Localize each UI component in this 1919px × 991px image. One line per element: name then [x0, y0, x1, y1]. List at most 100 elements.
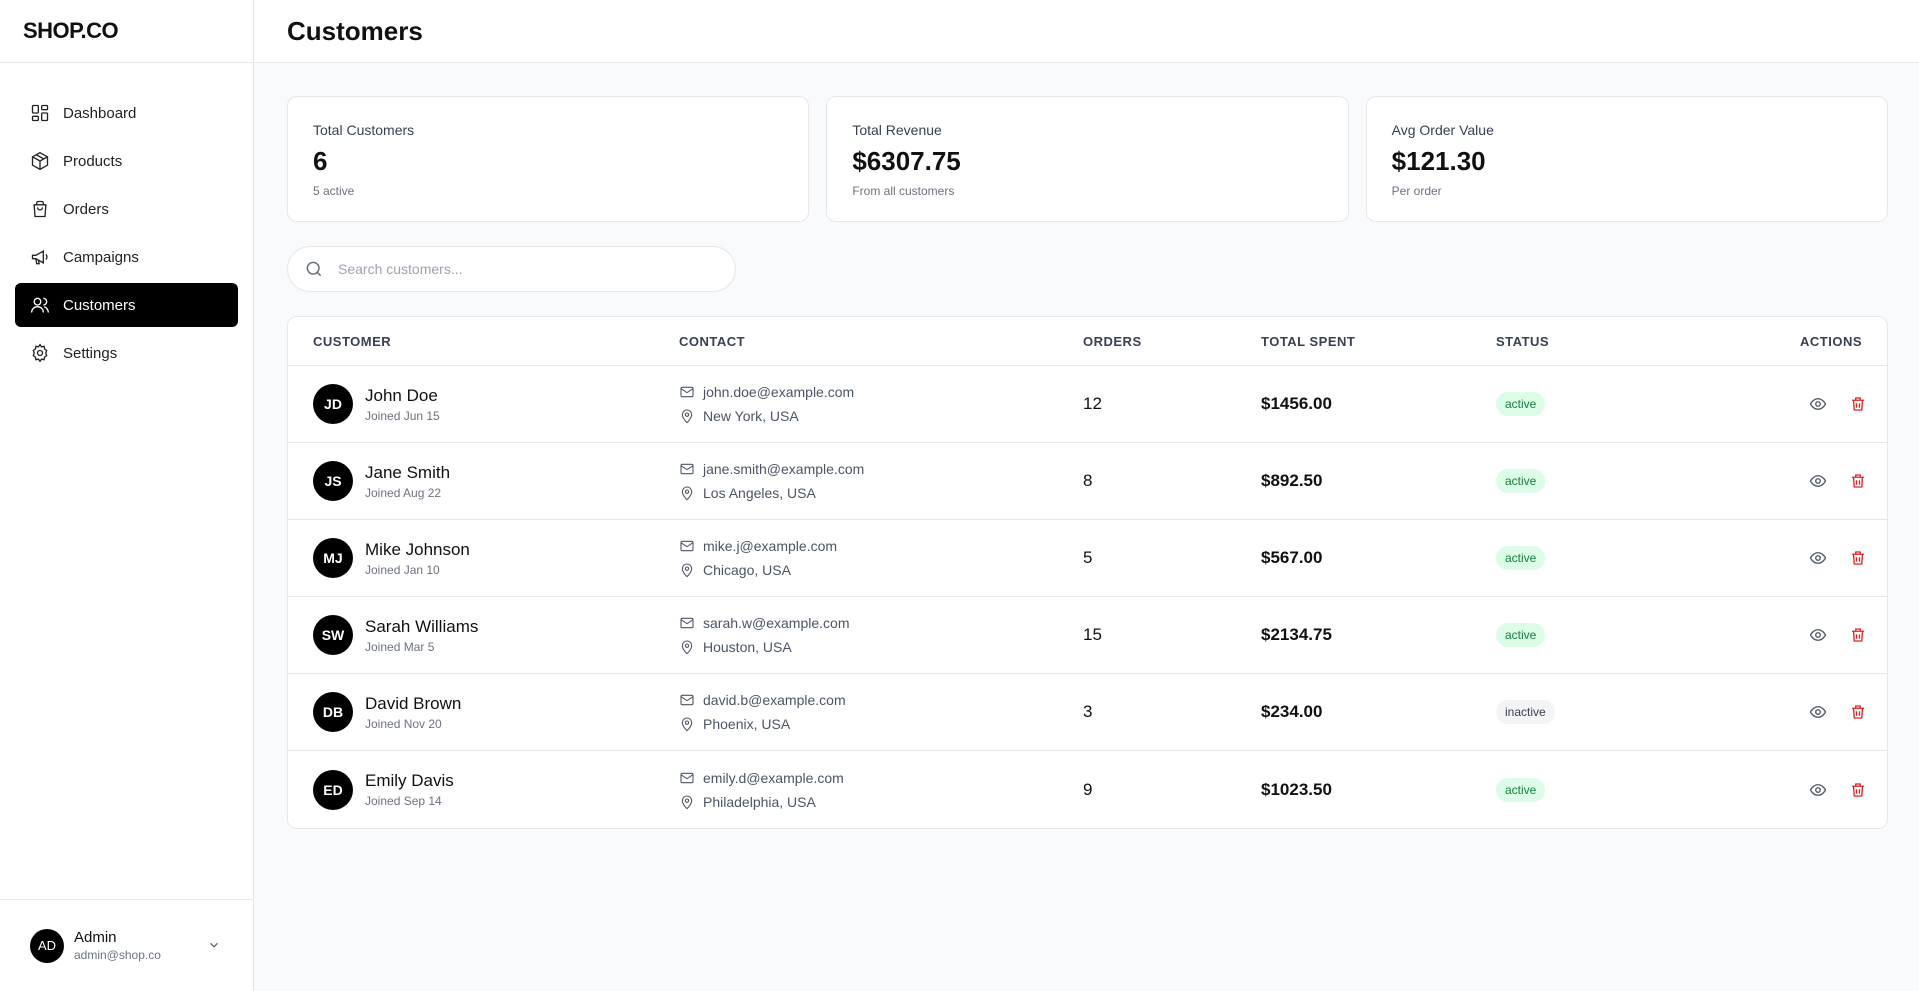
contact-email: sarah.w@example.com: [679, 611, 850, 635]
customer-name[interactable]: Mike Johnson: [365, 539, 470, 559]
eye-icon[interactable]: [1809, 395, 1827, 413]
map-pin-icon: [681, 563, 693, 578]
email-text: david.b@example.com: [703, 692, 846, 708]
eye-icon[interactable]: [1809, 703, 1827, 721]
actions-cell: [1809, 549, 1867, 567]
trash-icon[interactable]: [1849, 626, 1867, 644]
actions-cell: [1809, 472, 1867, 490]
customer-name[interactable]: John Doe: [365, 385, 438, 405]
column-header-contact: CONTACT: [679, 333, 746, 349]
customer-joined-date: Joined Jun 15: [365, 408, 440, 423]
customer-name[interactable]: Emily Davis: [365, 771, 454, 790]
stat-value: 6: [313, 146, 328, 176]
total-spent: $1456.00: [1261, 394, 1332, 413]
eye-icon[interactable]: [1809, 781, 1827, 799]
customer-joined-date: Joined Aug 22: [365, 485, 442, 500]
sidebar-item-dashboard[interactable]: Dashboard: [15, 91, 238, 135]
eye-icon[interactable]: [1809, 626, 1827, 644]
avatar: SW: [313, 615, 353, 655]
shopping-bag-icon: [33, 200, 47, 218]
email-text: jane.smith@example.com: [703, 461, 865, 477]
customer-meta: Mike Johnson Joined Jan 10: [365, 540, 470, 577]
location-text: Los Angeles, USA: [703, 485, 816, 501]
search-icon: [306, 261, 322, 277]
location-text: Phoenix, USA: [703, 716, 791, 732]
trash-icon[interactable]: [1849, 703, 1867, 721]
contact-location: Philadelphia, USA: [679, 790, 844, 814]
contact-cell: jane.smith@example.com Los Angeles, USA: [679, 457, 864, 505]
customer-name[interactable]: Sarah Williams: [365, 616, 479, 636]
status-cell: active: [1496, 546, 1546, 570]
sidebar-item-label: Settings: [63, 344, 118, 362]
total-spent: $2134.75: [1261, 625, 1332, 644]
search-input[interactable]: [338, 261, 718, 277]
avatar: DB: [313, 692, 353, 732]
status-cell: active: [1496, 623, 1546, 647]
trash-icon[interactable]: [1849, 395, 1867, 413]
email-text: john.doe@example.com: [703, 384, 855, 400]
email-text: mike.j@example.com: [703, 538, 838, 554]
contact-email: david.b@example.com: [679, 688, 846, 712]
sidebar-item-customers[interactable]: Customers: [15, 283, 238, 327]
sidebar-item-settings[interactable]: Settings: [15, 331, 238, 375]
user-menu[interactable]: AD Admin admin@shop.co: [0, 899, 253, 991]
table-row: JD John Doe Joined Jun 15 john.doe@examp…: [288, 366, 1887, 443]
stat-sub: 5 active: [313, 184, 355, 198]
customer-name[interactable]: David Brown: [365, 693, 462, 713]
mail-icon: [680, 540, 694, 552]
stat-value: $121.30: [1391, 146, 1486, 176]
chevron-down-icon[interactable]: [207, 938, 221, 952]
customer-name[interactable]: Jane Smith: [365, 462, 451, 482]
email-text: sarah.w@example.com: [703, 615, 850, 631]
table-row: DB David Brown Joined Nov 20 david.b@exa…: [288, 674, 1887, 751]
status-cell: inactive: [1496, 700, 1555, 724]
avatar: ED: [313, 769, 353, 810]
contact-email: emily.d@example.com: [679, 766, 844, 790]
contact-email: john.doe@example.com: [679, 380, 854, 404]
actions-cell: [1809, 626, 1867, 644]
customers-table: CUSTOMER CONTACT ORDERS TOTAL SPENT STAT…: [287, 316, 1888, 829]
megaphone-icon: [31, 250, 48, 265]
column-header-customer: CUSTOMER: [313, 333, 392, 349]
sidebar-item-products[interactable]: Products: [15, 139, 238, 183]
sidebar-item-campaigns[interactable]: Campaigns: [15, 235, 238, 279]
trash-icon[interactable]: [1849, 549, 1867, 567]
table-row: MJ Mike Johnson Joined Jan 10 mike.j@exa…: [288, 520, 1887, 597]
sidebar-item-orders[interactable]: Orders: [15, 187, 238, 231]
orders-count: 3: [1083, 702, 1093, 721]
page-title: Customers: [287, 15, 423, 46]
stat-card-total-customers: Total Customers 6 5 active: [287, 96, 810, 222]
status-badge: active: [1496, 623, 1546, 647]
contact-location: Phoenix, USA: [679, 712, 846, 736]
contact-location: Los Angeles, USA: [679, 481, 864, 505]
trash-icon[interactable]: [1849, 472, 1867, 490]
search-box: [287, 246, 736, 292]
brand-logo[interactable]: SHOP.CO: [0, 0, 253, 63]
table-body: JD John Doe Joined Jun 15 john.doe@examp…: [288, 366, 1887, 828]
mail-icon: [680, 617, 694, 629]
table-header: CUSTOMER CONTACT ORDERS TOTAL SPENT STAT…: [288, 317, 1887, 366]
stat-value: $6307.75: [852, 146, 961, 176]
customer-meta: John Doe Joined Jun 15: [365, 386, 440, 423]
orders-count: 5: [1083, 548, 1093, 567]
eye-icon[interactable]: [1809, 472, 1827, 490]
map-pin-icon: [681, 486, 693, 501]
contact-cell: emily.d@example.com Philadelphia, USA: [679, 766, 844, 814]
top-bar: Customers: [255, 0, 1919, 63]
contact-cell: sarah.w@example.com Houston, USA: [679, 611, 850, 659]
eye-icon[interactable]: [1809, 549, 1827, 567]
avatar: MJ: [313, 538, 353, 578]
avatar: JS: [313, 461, 353, 501]
contact-location: New York, USA: [679, 404, 854, 428]
orders-count: 12: [1083, 394, 1102, 413]
status-cell: active: [1496, 392, 1546, 416]
customer-cell: JD John Doe Joined Jun 15: [313, 384, 440, 424]
trash-icon[interactable]: [1849, 781, 1867, 799]
stat-sub: Per order: [1391, 184, 1442, 198]
sidebar-item-label: Campaigns: [63, 248, 139, 266]
stat-card-avg-order-value: Avg Order Value $121.30 Per order: [1365, 96, 1888, 222]
customer-joined-date: Joined Jan 10: [365, 562, 440, 577]
customer-meta: Jane Smith Joined Aug 22: [365, 463, 450, 500]
mail-icon: [680, 386, 694, 398]
mail-icon: [680, 694, 694, 706]
